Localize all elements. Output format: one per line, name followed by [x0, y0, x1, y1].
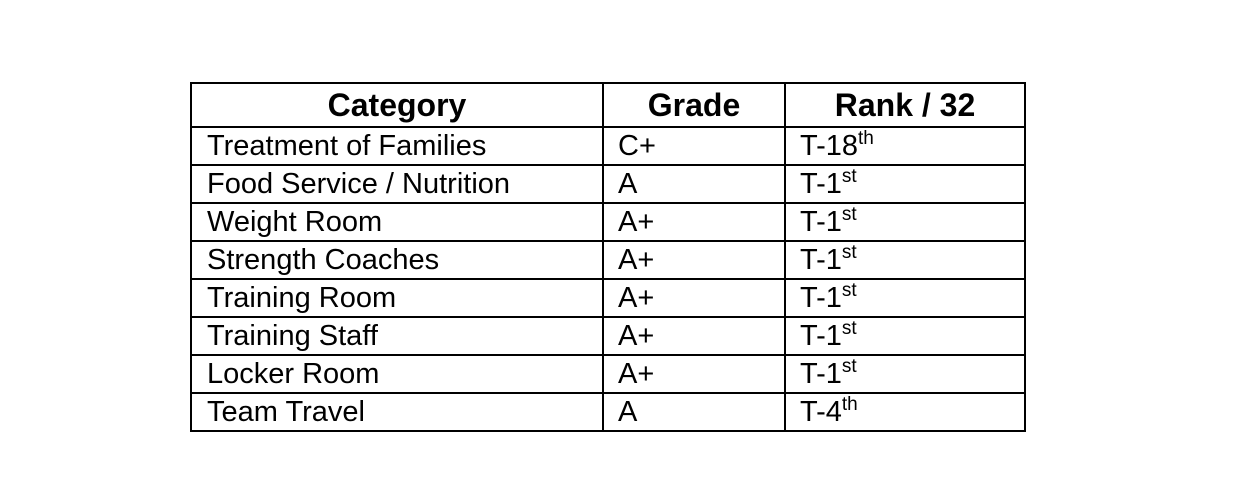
grades-table: Category Grade Rank / 32 Treatment of Fa…: [190, 82, 1026, 432]
category-cell: Training Staff: [190, 316, 604, 356]
table-row: Team Travel A T-4th: [190, 392, 1026, 432]
category-cell: Food Service / Nutrition: [190, 164, 604, 204]
rank-cell: T-1st: [784, 164, 1026, 204]
grade-cell: A: [602, 392, 786, 432]
grade-cell: A+: [602, 316, 786, 356]
rank-value: T-1: [800, 319, 842, 352]
rank-ordinal-suffix: st: [841, 355, 857, 377]
rank-cell: T-1st: [784, 354, 1026, 394]
rank-ordinal-suffix: st: [841, 317, 857, 339]
grade-cell: C+: [602, 126, 786, 166]
table-row: Training Staff A+ T-1st: [190, 316, 1026, 356]
category-cell: Locker Room: [190, 354, 604, 394]
table-row: Food Service / Nutrition A T-1st: [190, 164, 1026, 204]
rank-ordinal-suffix: st: [841, 165, 857, 187]
rank-ordinal-suffix: st: [841, 203, 857, 225]
category-cell: Treatment of Families: [190, 126, 604, 166]
table-row: Locker Room A+ T-1st: [190, 354, 1026, 394]
rank-ordinal-suffix: th: [841, 393, 858, 415]
rank-cell: T-1st: [784, 316, 1026, 356]
rank-value: T-4: [800, 395, 842, 428]
header-category: Category: [190, 82, 604, 128]
rank-value: T-1: [800, 205, 842, 238]
header-grade: Grade: [602, 82, 786, 128]
table-row: Strength Coaches A+ T-1st: [190, 240, 1026, 280]
rank-ordinal-suffix: st: [841, 241, 857, 263]
rank-cell: T-1st: [784, 240, 1026, 280]
rank-value: T-1: [800, 243, 842, 276]
table-header: Category Grade Rank / 32: [190, 82, 1026, 128]
header-row: Category Grade Rank / 32: [190, 82, 1026, 128]
rank-value: T-1: [800, 281, 842, 314]
table-row: Weight Room A+ T-1st: [190, 202, 1026, 242]
category-cell: Strength Coaches: [190, 240, 604, 280]
table-body: Treatment of Families C+ T-18th Food Ser…: [190, 126, 1026, 432]
rank-value: T-1: [800, 357, 842, 390]
rank-cell: T-4th: [784, 392, 1026, 432]
rank-value: T-18: [800, 129, 859, 162]
grade-cell: A: [602, 164, 786, 204]
table-row: Training Room A+ T-1st: [190, 278, 1026, 318]
rank-cell: T-1st: [784, 278, 1026, 318]
grade-cell: A+: [602, 202, 786, 242]
rank-cell: T-18th: [784, 126, 1026, 166]
category-cell: Weight Room: [190, 202, 604, 242]
grade-cell: A+: [602, 240, 786, 280]
rank-ordinal-suffix: th: [858, 127, 874, 149]
grade-cell: A+: [602, 354, 786, 394]
category-cell: Team Travel: [190, 392, 604, 432]
rank-value: T-1: [800, 167, 842, 200]
rank-ordinal-suffix: st: [841, 279, 857, 301]
category-cell: Training Room: [190, 278, 604, 318]
grade-cell: A+: [602, 278, 786, 318]
rank-cell: T-1st: [784, 202, 1026, 242]
table-row: Treatment of Families C+ T-18th: [190, 126, 1026, 166]
header-rank: Rank / 32: [784, 82, 1026, 128]
